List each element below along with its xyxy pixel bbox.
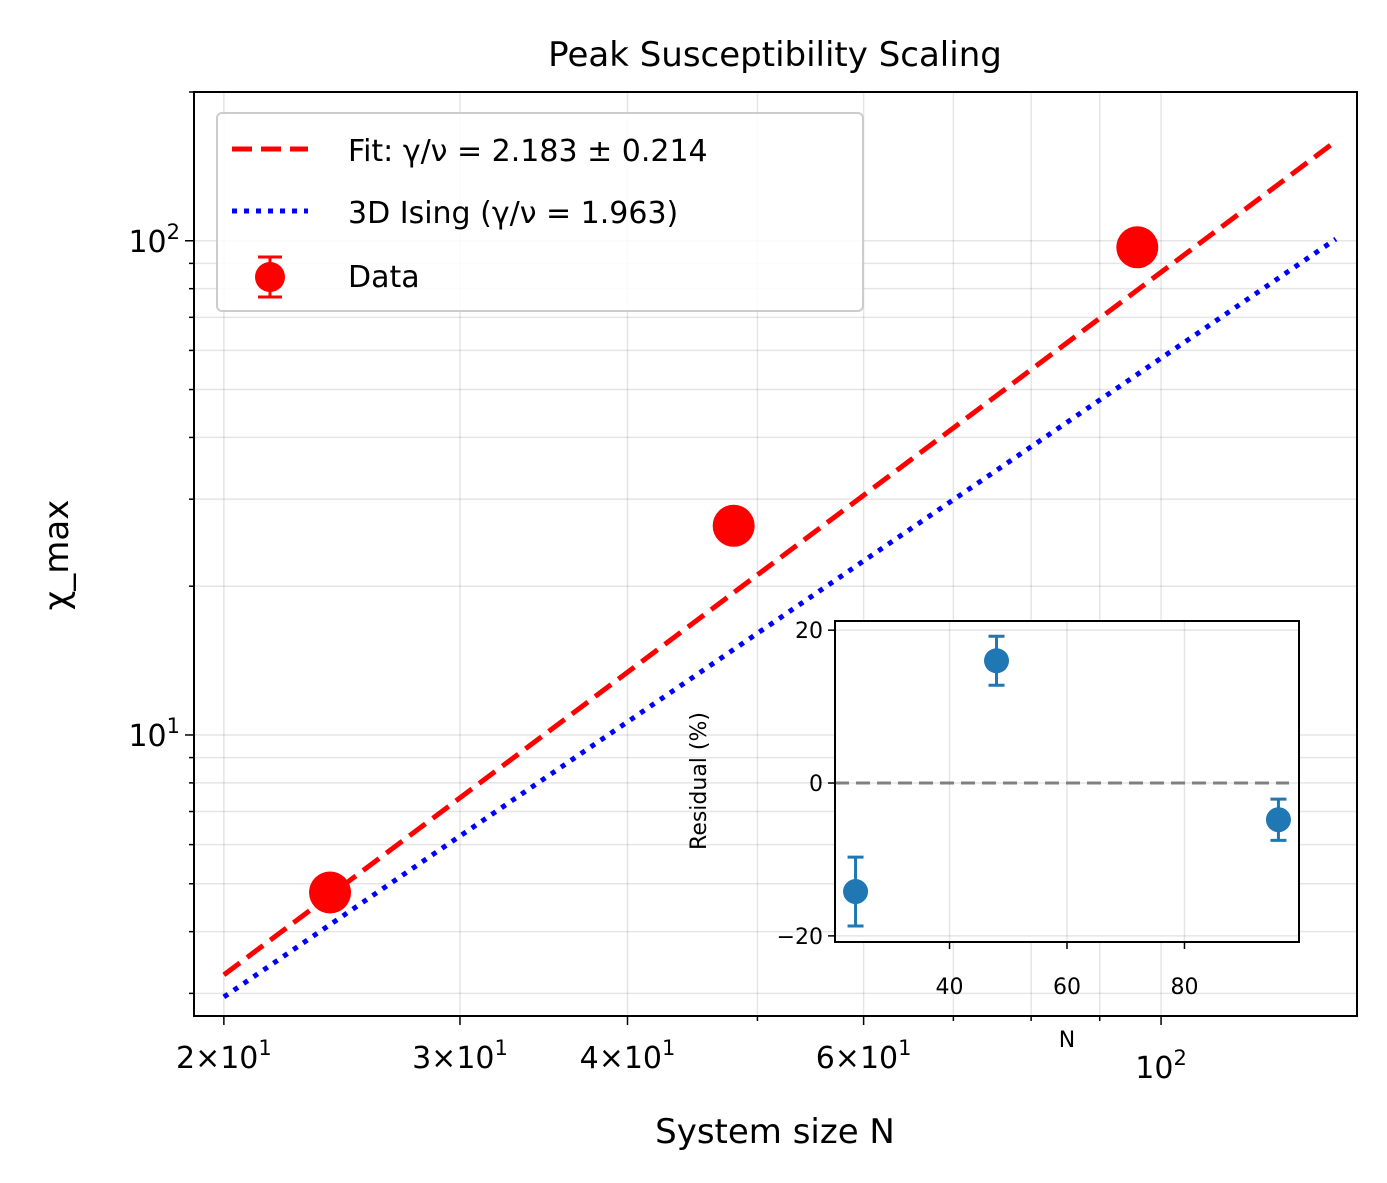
legend-data-label: Data bbox=[348, 260, 420, 295]
ising-line bbox=[222, 236, 1338, 1000]
x-tick-label: 102 bbox=[1135, 1046, 1187, 1086]
legend-data-swatch bbox=[255, 255, 285, 299]
inset-background bbox=[835, 621, 1299, 942]
inset-residual-point bbox=[984, 648, 1010, 674]
main-y-axis: 101 102 bbox=[128, 91, 194, 995]
inset-y-tick-label: 0 bbox=[809, 772, 823, 797]
y-tick-label: 101 bbox=[128, 714, 180, 754]
inset-x-axis: 40 60 80 bbox=[936, 942, 1198, 1000]
chart-title: Peak Susceptibility Scaling bbox=[548, 35, 1002, 75]
x-axis-label: System size N bbox=[655, 1112, 895, 1152]
inset-residual-point bbox=[843, 879, 869, 905]
data-point bbox=[712, 504, 755, 547]
inset-series bbox=[835, 634, 1291, 928]
inset-residual-point bbox=[1265, 807, 1291, 833]
inset-y-axis-label: Residual (%) bbox=[687, 712, 712, 850]
x-tick-label: 4×101 bbox=[580, 1036, 676, 1076]
inset-x-tick-label: 60 bbox=[1053, 975, 1081, 1000]
main-plot-frame bbox=[193, 91, 1358, 1017]
main-x-axis: 2×101 3×101 4×101 6×101 102 bbox=[176, 1016, 1187, 1086]
y-tick-label: 102 bbox=[128, 220, 180, 260]
legend-fit-label: Fit: γ/ν = 2.183 ± 0.214 bbox=[348, 134, 708, 169]
x-tick-label: 6×101 bbox=[816, 1036, 912, 1076]
inset-y-tick-label: 20 bbox=[795, 619, 823, 644]
legend-ising-label: 3D Ising (γ/ν = 1.963) bbox=[348, 196, 678, 231]
data-point bbox=[309, 871, 352, 914]
main-series bbox=[222, 139, 1338, 1000]
inset-y-axis: 20 0 −20 bbox=[777, 619, 835, 950]
inset-x-tick-label: 80 bbox=[1170, 975, 1198, 1000]
x-tick-label: 2×101 bbox=[176, 1036, 272, 1076]
inset-residual-chart: 40 60 80 20 0 −20 N Residual (%) bbox=[687, 619, 1300, 1053]
legend: Fit: γ/ν = 2.183 ± 0.214 3D Ising (γ/ν =… bbox=[216, 112, 864, 312]
legend-box bbox=[216, 112, 864, 312]
data-point bbox=[1116, 226, 1159, 269]
inset-x-tick-label: 40 bbox=[936, 975, 964, 1000]
inset-y-tick-label: −20 bbox=[777, 925, 823, 950]
x-tick-label: 3×101 bbox=[412, 1036, 508, 1076]
y-axis-label: χ_max bbox=[37, 500, 77, 611]
inset-x-axis-label: N bbox=[1059, 1028, 1075, 1053]
